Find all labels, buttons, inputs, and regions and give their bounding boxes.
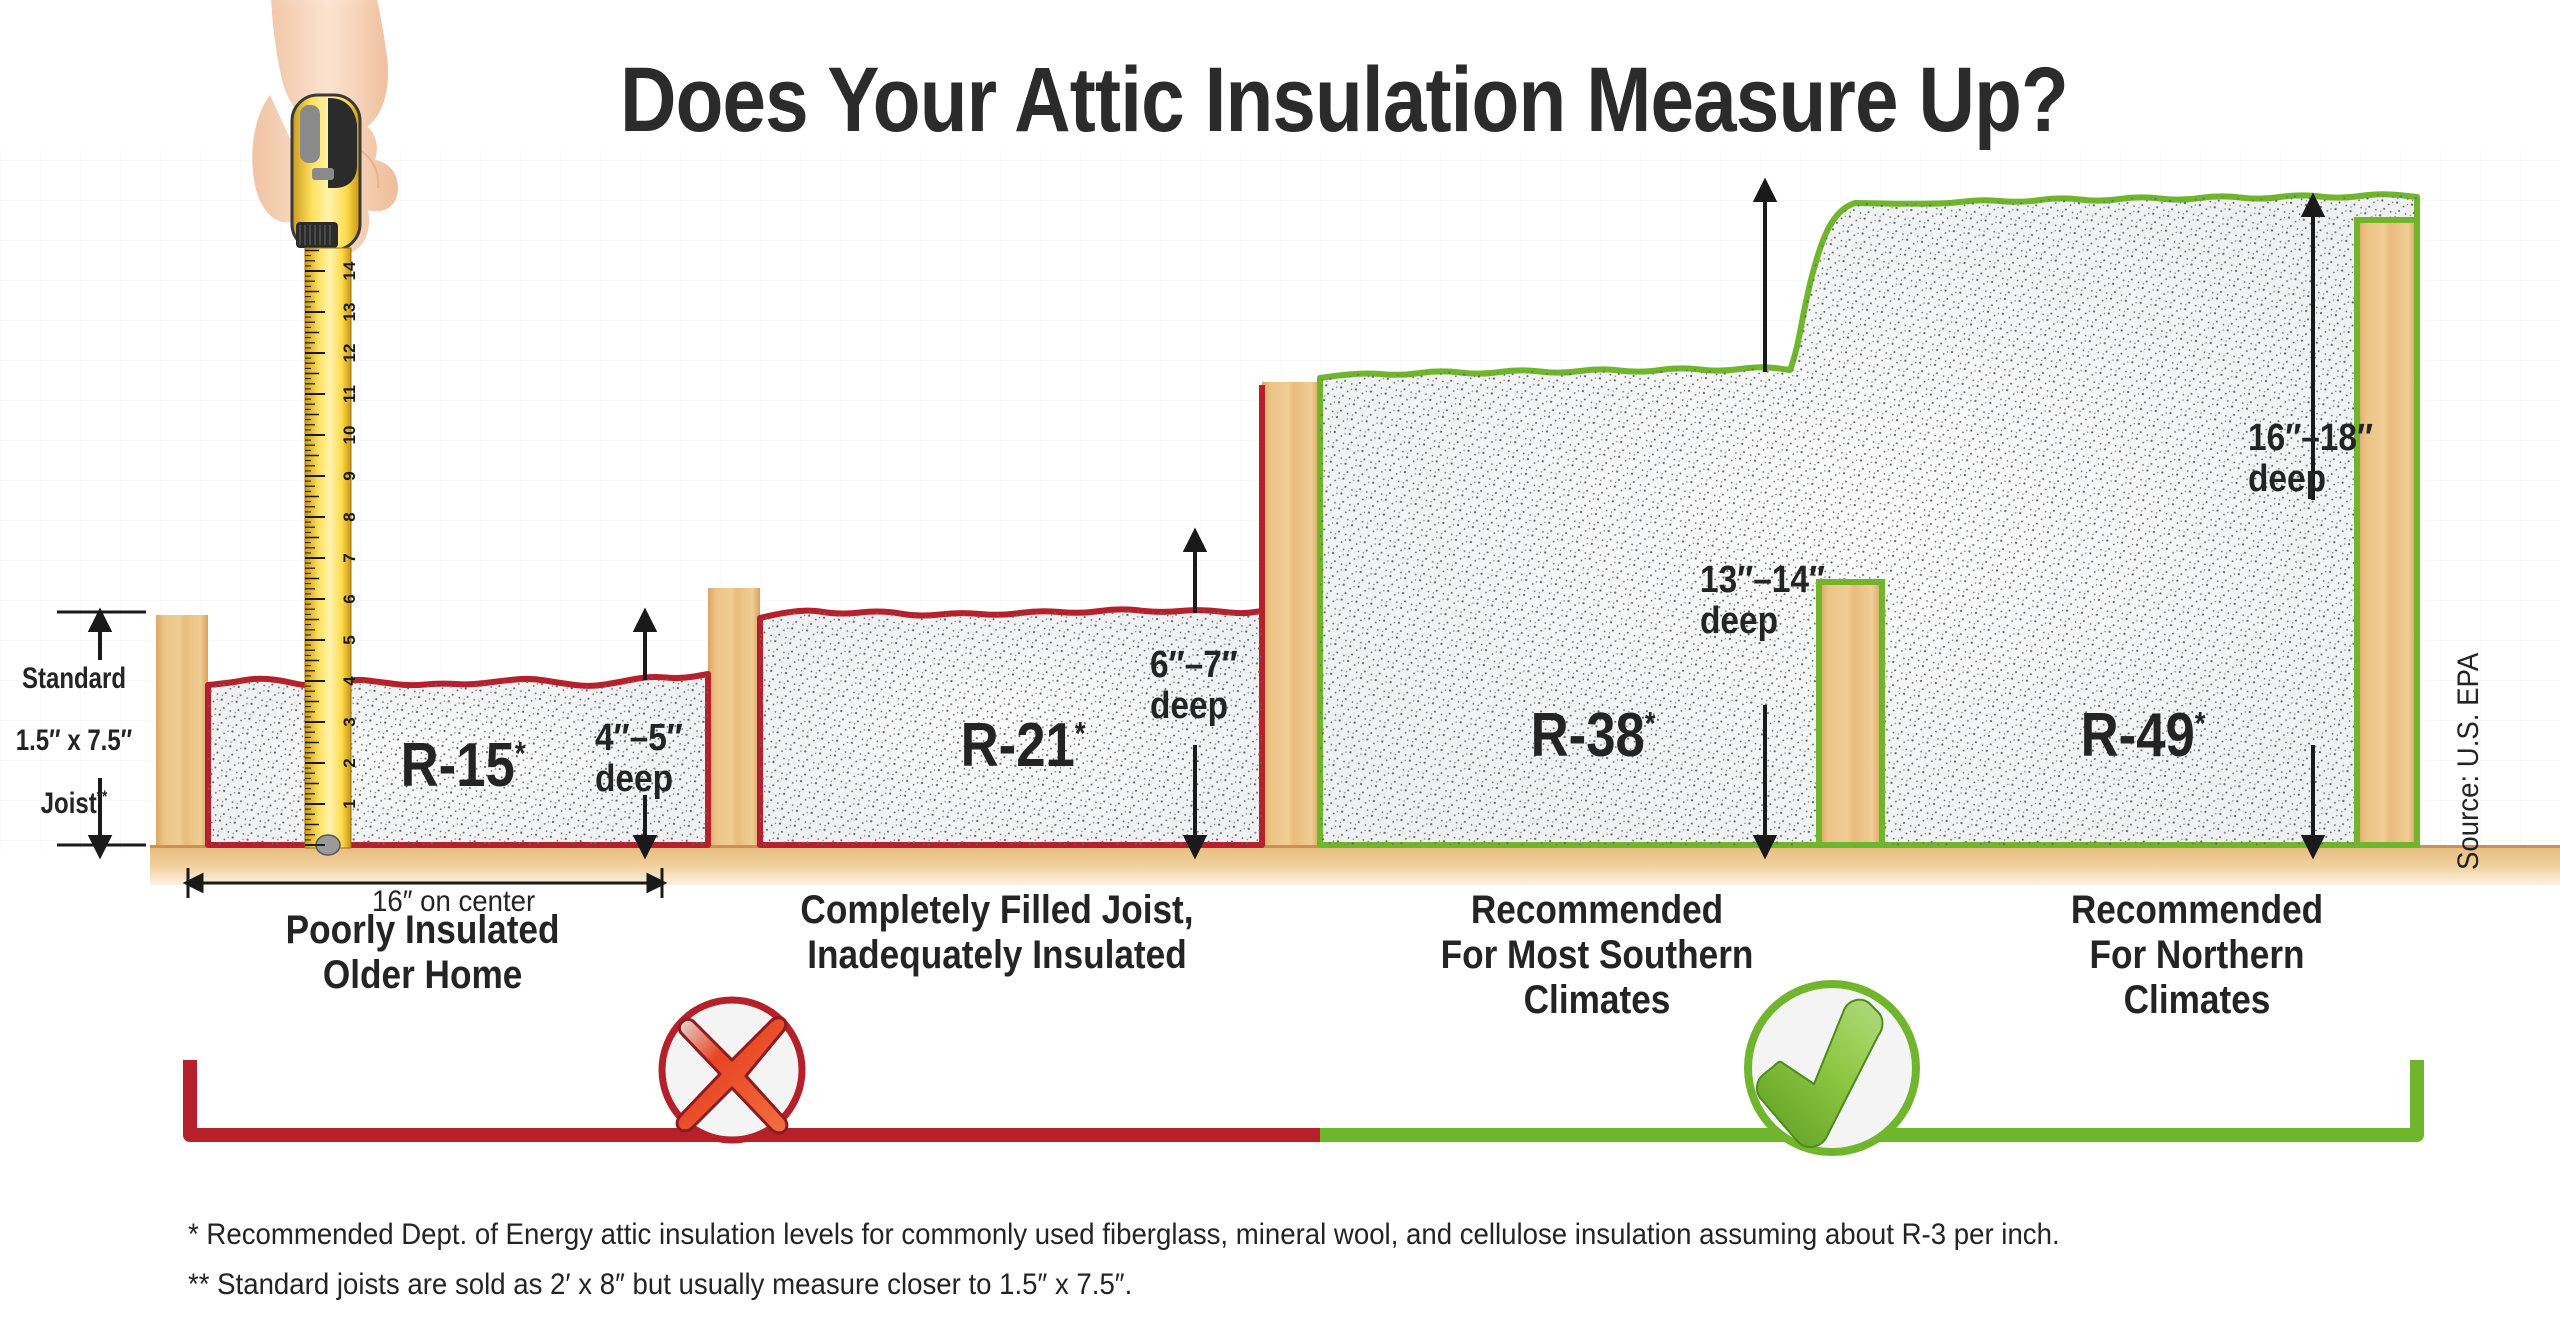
svg-text:7: 7 <box>340 553 359 562</box>
svg-text:3: 3 <box>340 717 359 726</box>
svg-text:6: 6 <box>340 594 359 603</box>
svg-text:13: 13 <box>340 303 359 322</box>
svg-text:5: 5 <box>340 635 359 644</box>
svg-text:10: 10 <box>340 426 359 445</box>
svg-text:14: 14 <box>340 261 359 280</box>
svg-text:11: 11 <box>340 385 359 403</box>
svg-text:8: 8 <box>340 512 359 521</box>
svg-text:2: 2 <box>340 758 359 767</box>
svg-text:12: 12 <box>340 344 359 363</box>
svg-text:9: 9 <box>340 471 359 480</box>
svg-text:1: 1 <box>340 799 359 808</box>
svg-text:4: 4 <box>340 676 359 686</box>
